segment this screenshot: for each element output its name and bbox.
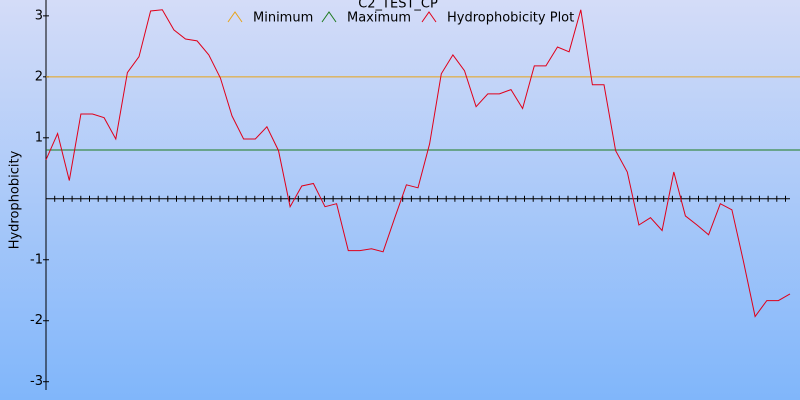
y-tick-label: -1 — [30, 252, 43, 267]
legend-icon — [421, 11, 437, 23]
legend-icon — [321, 11, 337, 23]
y-tick-label: -2 — [30, 313, 43, 328]
y-tick-label: 2 — [35, 69, 43, 84]
legend-label: Minimum — [253, 11, 313, 26]
legend-icon — [227, 11, 243, 23]
legend-label: Maximum — [347, 11, 411, 26]
chart-title: C2_TEST_CP — [358, 0, 438, 12]
y-axis-label: Hydrophobicity — [8, 150, 23, 249]
legend-label: Hydrophobicity Plot — [447, 11, 574, 26]
y-tick-label: 1 — [35, 130, 43, 145]
y-tick-label: 3 — [35, 8, 43, 23]
data-line — [45, 9, 791, 318]
y-tick-label: -3 — [30, 374, 43, 389]
